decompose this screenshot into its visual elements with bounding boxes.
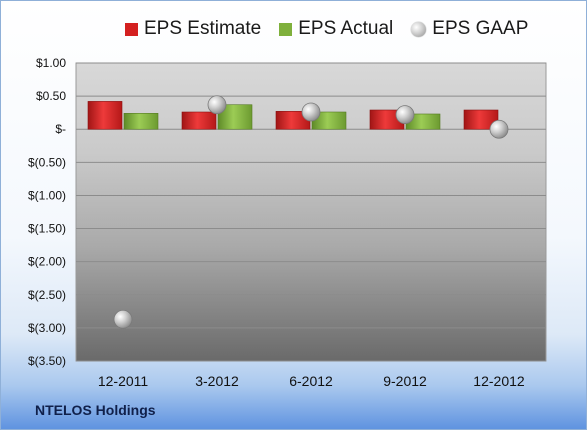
bar-eps-actual	[123, 113, 159, 130]
y-tick-label: $(2.00)	[28, 255, 66, 269]
y-tick-label: $(3.50)	[28, 354, 66, 368]
legend-label-eps-actual: EPS Actual	[298, 18, 394, 39]
company-name: NTELOS Holdings	[35, 402, 156, 418]
legend-swatch-eps-gaap	[411, 21, 427, 37]
legend-item-eps-estimate: EPS Estimate	[125, 18, 261, 40]
legend-label-eps-estimate: EPS Estimate	[144, 18, 262, 39]
marker-eps-gaap	[395, 105, 415, 125]
y-tick-label: $1.00	[36, 56, 66, 70]
bar-eps-estimate	[181, 111, 217, 130]
legend-item-eps-actual: EPS Actual	[279, 18, 393, 40]
bar-eps-estimate	[87, 101, 123, 130]
legend-item-eps-gaap: EPS GAAP	[411, 18, 528, 40]
y-tick-label: $0.50	[36, 89, 66, 103]
x-tick-label: 12-2011	[98, 373, 149, 389]
y-tick-label: $(1.50)	[28, 222, 66, 236]
x-tick-label: 12-2012	[473, 373, 525, 389]
x-tick-label: 9-2012	[383, 373, 427, 389]
y-tick-label: $(0.50)	[28, 155, 66, 169]
y-tick-label: $(3.00)	[28, 321, 66, 335]
chart-legend: EPS Estimate EPS Actual EPS GAAP	[125, 15, 528, 43]
marker-eps-gaap	[301, 102, 321, 122]
y-tick-label: $-	[55, 122, 66, 136]
x-tick-label: 6-2012	[289, 373, 333, 389]
marker-eps-gaap	[489, 119, 509, 139]
legend-swatch-eps-actual	[279, 22, 293, 36]
legend-label-eps-gaap: EPS GAAP	[432, 18, 529, 39]
marker-eps-gaap	[113, 309, 133, 329]
bar-eps-estimate	[463, 109, 499, 130]
y-tick-label: $(2.50)	[28, 288, 66, 302]
y-tick-label: $(1.00)	[28, 188, 66, 202]
marker-eps-gaap	[207, 95, 227, 115]
legend-swatch-eps-estimate	[125, 22, 138, 36]
x-tick-label: 3-2012	[195, 373, 239, 389]
